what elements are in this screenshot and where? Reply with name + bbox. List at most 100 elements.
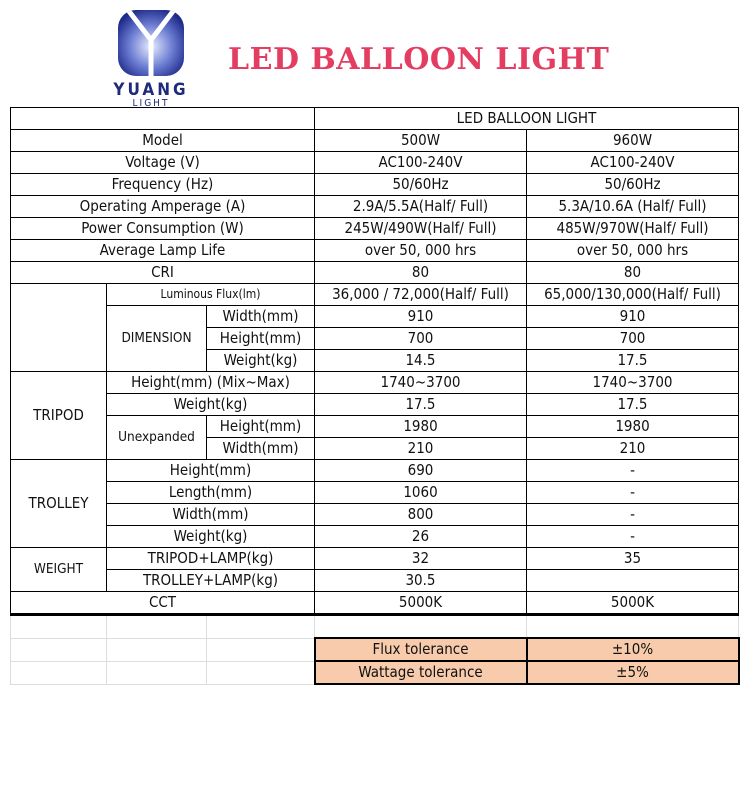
table-cell: Width(mm) bbox=[106, 503, 315, 526]
table-cell: Wattage tolerance bbox=[313, 660, 528, 685]
table-cell: 65,000/130,000(Half/ Full) bbox=[526, 283, 739, 306]
table-cell: ±5% bbox=[525, 660, 740, 685]
table-cell bbox=[106, 660, 207, 685]
logo-sub: LIGHT bbox=[132, 98, 170, 109]
empty-row bbox=[10, 614, 739, 639]
table-cell: - bbox=[526, 481, 739, 504]
table-row: Model 500W 960W bbox=[10, 129, 739, 152]
table-cell bbox=[10, 107, 315, 130]
table-cell: 1740~3700 bbox=[314, 371, 527, 394]
table-cell: 210 bbox=[314, 437, 527, 460]
table-cell: TROLLEY+LAMP(kg) bbox=[106, 569, 315, 592]
table-cell: 50/60Hz bbox=[526, 173, 739, 196]
group-label: TRIPOD bbox=[10, 371, 107, 460]
table-cell bbox=[10, 637, 107, 662]
table-cell: Weight(kg) bbox=[106, 525, 315, 548]
table-cell: Operating Amperage (A) bbox=[10, 195, 315, 218]
company-logo: YUANG LIGHT bbox=[106, 10, 196, 109]
spec-table: LED BALLOON LIGHT Model 500W 960W Voltage … bbox=[10, 107, 740, 685]
table-cell: 245W/490W(Half/ Full) bbox=[314, 217, 527, 240]
table-cell bbox=[314, 614, 527, 639]
table-cell: 1980 bbox=[526, 415, 739, 438]
table-cell: 26 bbox=[314, 525, 527, 548]
table-row: TROLLEY+LAMP(kg) 30.5 bbox=[11, 569, 739, 592]
table-cell: 36,000 / 72,000(Half/ Full) bbox=[314, 283, 527, 306]
table-cell: 800 bbox=[314, 503, 527, 526]
table-row: Luminous Flux(lm) 36,000 / 72,000(Half/ F… bbox=[10, 283, 739, 372]
table-cell: 700 bbox=[314, 327, 527, 350]
table-cell bbox=[206, 660, 315, 685]
logo-brand: YUANG bbox=[113, 80, 189, 100]
table-row: Weight(kg) 17.5 17.5 bbox=[11, 393, 739, 416]
table-cell: 50/60Hz bbox=[314, 173, 527, 196]
table-cell: CCT bbox=[10, 591, 315, 616]
table-cell bbox=[206, 637, 315, 662]
table-cell bbox=[10, 614, 107, 639]
table-row: DIMENSION Width(mm) 910 910 bbox=[11, 305, 739, 372]
table-cell: TRIPOD+LAMP(kg) bbox=[106, 547, 315, 570]
table-cell: Frequency (Hz) bbox=[10, 173, 315, 196]
table-row: Voltage (V) AC100-240V AC100-240V bbox=[10, 151, 739, 174]
table-cell: ±10% bbox=[525, 637, 740, 662]
table-cell: 910 bbox=[526, 305, 739, 328]
table-cell: 30.5 bbox=[314, 569, 527, 592]
table-cell bbox=[10, 660, 107, 685]
table-cell: 5.3A/10.6A (Half/ Full) bbox=[526, 195, 739, 218]
table-cell: 690 bbox=[314, 459, 527, 482]
table-row: Average Lamp Life over 50, 000 hrs over 50… bbox=[10, 239, 739, 262]
table-cell: Length(mm) bbox=[106, 481, 315, 504]
table-cell: 5000K bbox=[314, 591, 527, 616]
table-cell: Height(mm) (Mix~Max) bbox=[106, 371, 315, 394]
table-cell: 14.5 bbox=[314, 349, 527, 372]
table-cell: Voltage (V) bbox=[10, 151, 315, 174]
table-cell: Weight(kg) bbox=[106, 393, 315, 416]
table-cell: 35 bbox=[526, 547, 739, 570]
table-row: TRIPOD Height(mm) (Mix~Max) 1740~3700 1740~… bbox=[10, 371, 739, 460]
table-cell: 80 bbox=[526, 261, 739, 284]
table-cell: Height(mm) bbox=[206, 327, 315, 350]
table-cell: Power Consumption (W) bbox=[10, 217, 315, 240]
table-cell: 5000K bbox=[526, 591, 739, 616]
table-cell: Model bbox=[10, 129, 315, 152]
table-cell: 1740~3700 bbox=[526, 371, 739, 394]
table-row: TROLLEY Height(mm) 690- bbox=[10, 459, 739, 548]
table-cell: Width(mm) bbox=[206, 305, 315, 328]
table-cell: 1980 bbox=[314, 415, 527, 438]
table-row: Width(mm) 210 210 bbox=[11, 437, 739, 460]
table-cell bbox=[10, 283, 107, 372]
table-cell: Average Lamp Life bbox=[10, 239, 315, 262]
table-cell: 2.9A/5.5A(Half/ Full) bbox=[314, 195, 527, 218]
table-row: Length(mm) 1060- bbox=[11, 481, 739, 504]
table-row: WEIGHT TRIPOD+LAMP(kg) 32 35 bbox=[10, 547, 739, 592]
table-row: Operating Amperage (A) 2.9A/5.5A(Half/ Fu… bbox=[10, 195, 739, 218]
table-cell: 500W bbox=[314, 129, 527, 152]
table-cell: AC100-240V bbox=[526, 151, 739, 174]
header-cell: LED BALLOON LIGHT bbox=[314, 107, 739, 130]
table-cell: 80 bbox=[314, 261, 527, 284]
tolerance-row: Wattage tolerance ±5% bbox=[10, 660, 740, 685]
table-cell: 910 bbox=[314, 305, 527, 328]
table-cell bbox=[106, 614, 207, 639]
table-cell: Weight(kg) bbox=[206, 349, 315, 372]
table-row: Power Consumption (W) 245W/490W(Half/ Ful… bbox=[10, 217, 739, 240]
table-cell: 210 bbox=[526, 437, 739, 460]
table-row: CRI 80 80 bbox=[10, 261, 739, 284]
group-label: WEIGHT bbox=[10, 547, 107, 592]
tolerance-row: Flux tolerance ±10% bbox=[10, 637, 740, 662]
table-cell bbox=[526, 569, 739, 592]
table-cell: over 50, 000 hrs bbox=[314, 239, 527, 262]
table-cell: 32 bbox=[314, 547, 527, 570]
table-cell: 17.5 bbox=[526, 393, 739, 416]
table-cell: 17.5 bbox=[314, 393, 527, 416]
table-cell: 485W/970W(Half/ Full) bbox=[526, 217, 739, 240]
table-row: Frequency (Hz) 50/60Hz 50/60Hz bbox=[10, 173, 739, 196]
table-cell: Width(mm) bbox=[206, 437, 315, 460]
group-label: TROLLEY bbox=[10, 459, 107, 548]
table-cell bbox=[206, 614, 315, 639]
group-label: Unexpanded bbox=[106, 415, 207, 460]
table-cell: Height(mm) bbox=[106, 459, 315, 482]
table-cell: 960W bbox=[526, 129, 739, 152]
table-row: CCT 5000K 5000K bbox=[10, 591, 739, 616]
table-cell: Height(mm) bbox=[206, 415, 315, 438]
table-cell: over 50, 000 hrs bbox=[526, 239, 739, 262]
